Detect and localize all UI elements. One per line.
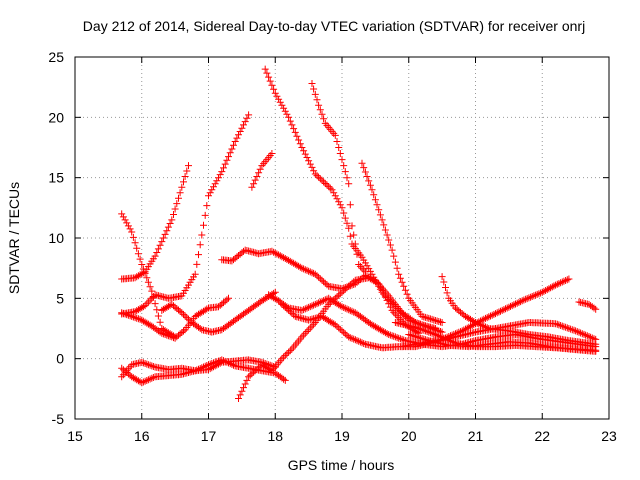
series-track-13 — [358, 159, 446, 326]
x-tick-label: 22 — [534, 428, 550, 444]
series-track-2 — [118, 162, 192, 283]
series-markers — [358, 159, 446, 326]
x-tick-label: 18 — [267, 428, 283, 444]
series-markers — [118, 162, 192, 283]
x-tick-label: 21 — [468, 428, 484, 444]
y-axis-label: SDTVAR / TECUs — [6, 182, 22, 294]
x-tick-label: 20 — [401, 428, 417, 444]
y-tick-label: 15 — [48, 170, 64, 186]
y-tick-label: 5 — [56, 290, 64, 306]
series-track-12 — [308, 80, 369, 276]
x-tick-label: 23 — [601, 428, 617, 444]
series-track-7 — [118, 356, 279, 381]
series-markers — [575, 298, 600, 313]
series-track-5 — [118, 111, 253, 318]
y-tick-label: -5 — [52, 411, 65, 427]
x-tick-label: 19 — [334, 428, 350, 444]
data-series — [118, 65, 600, 402]
series-markers — [118, 111, 253, 318]
series-markers — [261, 65, 439, 332]
series-track-9 — [248, 150, 276, 191]
series-track-20 — [391, 319, 600, 354]
x-tick-label: 15 — [67, 428, 83, 444]
series-markers — [308, 80, 369, 276]
x-tick-label: 16 — [134, 428, 150, 444]
series-track-11 — [261, 65, 439, 332]
series-track-4 — [158, 288, 279, 336]
series-markers — [391, 319, 600, 354]
x-tick-label: 17 — [201, 428, 217, 444]
series-track-18 — [575, 298, 600, 313]
x-axis-label: GPS time / hours — [288, 457, 395, 473]
series-markers — [158, 288, 279, 336]
y-tick-label: 25 — [48, 49, 64, 65]
chart-title: Day 212 of 2014, Sidereal Day-to-day VTE… — [83, 18, 585, 34]
series-markers — [118, 356, 279, 381]
series-markers — [248, 150, 276, 191]
axis-ticks: 15 16 17 18 19 20 21 22 23 -5 0 5 10 15 20 25 — [48, 49, 617, 444]
y-tick-label: 20 — [48, 109, 64, 125]
y-tick-label: 10 — [48, 230, 64, 246]
y-tick-label: 0 — [56, 351, 64, 367]
